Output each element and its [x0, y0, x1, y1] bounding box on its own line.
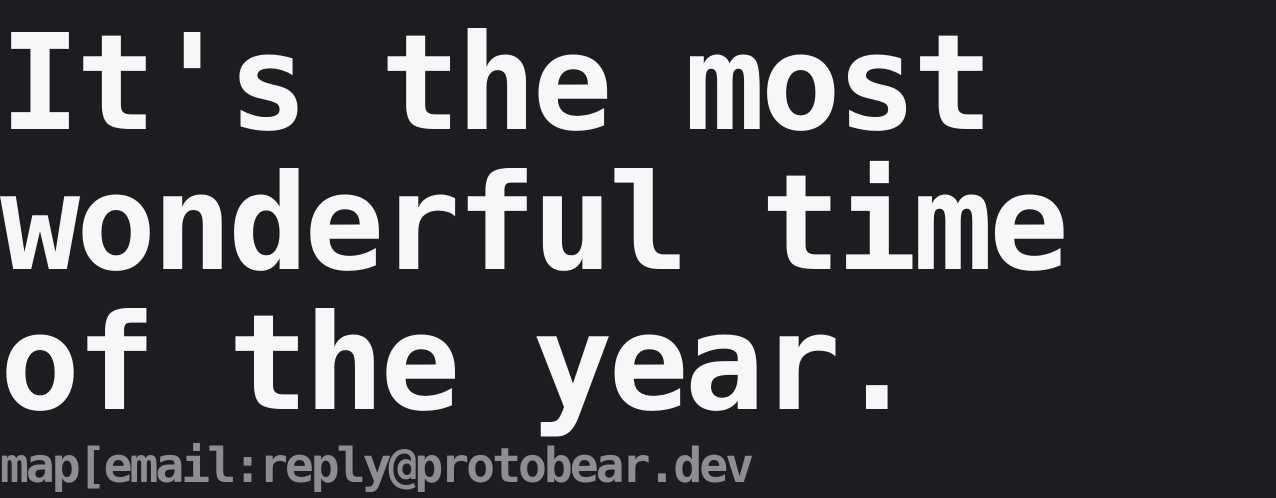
headline-line-2: wonderful time	[0, 147, 1069, 301]
headline-line-1: It's the most	[0, 7, 993, 161]
headline-line-3: of the year.	[0, 287, 917, 441]
email-meta-text: map[email:reply@protobear.dev	[0, 438, 754, 494]
headline: It's the most wonderful time of the year…	[0, 7, 1069, 441]
